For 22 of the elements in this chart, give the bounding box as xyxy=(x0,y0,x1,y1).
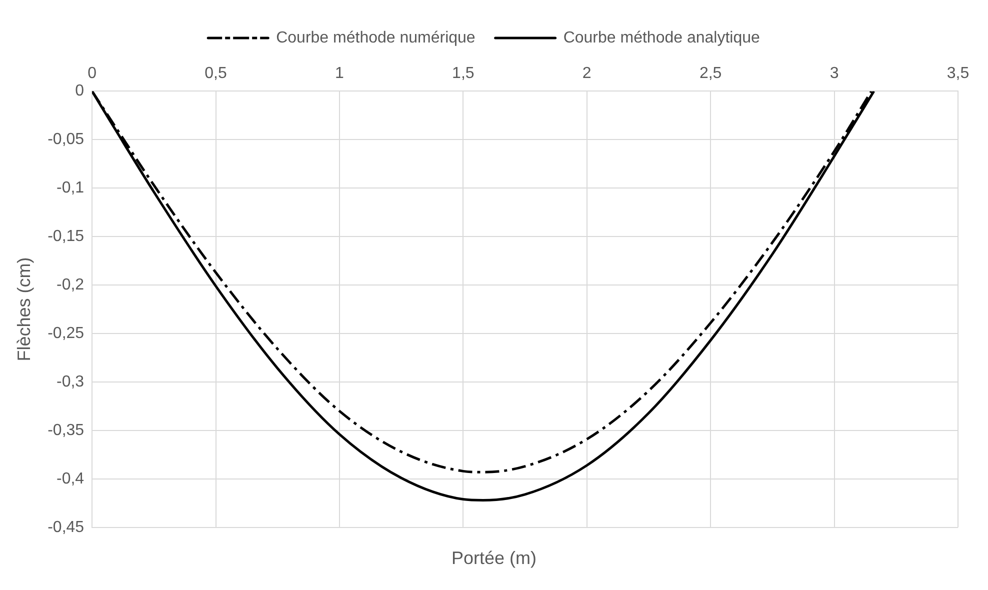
y-tick-label: -0,05 xyxy=(48,131,84,148)
x-tick-label: 2 xyxy=(582,65,592,82)
x-tick-label: 3,5 xyxy=(946,65,970,82)
legend-label: Courbe méthode numérique xyxy=(276,29,476,46)
x-axis-title: Portée (m) xyxy=(450,548,538,569)
x-tick-label: 1,5 xyxy=(452,65,474,82)
legend-label: Courbe méthode analytique xyxy=(563,29,760,46)
y-tick-label: -0,1 xyxy=(56,180,84,197)
y-tick-label: -0,15 xyxy=(48,228,84,246)
y-tick-label: -0,4 xyxy=(56,470,84,488)
y-tick-label: -0,3 xyxy=(56,373,84,390)
x-tick-label: 0,5 xyxy=(204,65,227,82)
y-tick-label: -0,35 xyxy=(48,422,84,439)
y-tick-label: -0,2 xyxy=(56,276,84,294)
y-axis-title: Flèches (cm) xyxy=(14,257,34,362)
x-tick-label: 1 xyxy=(335,65,344,82)
x-tick-label: 0 xyxy=(88,65,97,82)
y-tick-label: 0 xyxy=(75,82,84,100)
x-tick-label: 2,5 xyxy=(699,65,722,82)
y-tick-label: -0,25 xyxy=(48,324,84,342)
y-tick-label: -0,45 xyxy=(48,518,84,536)
x-tick-label: 3 xyxy=(830,65,839,82)
